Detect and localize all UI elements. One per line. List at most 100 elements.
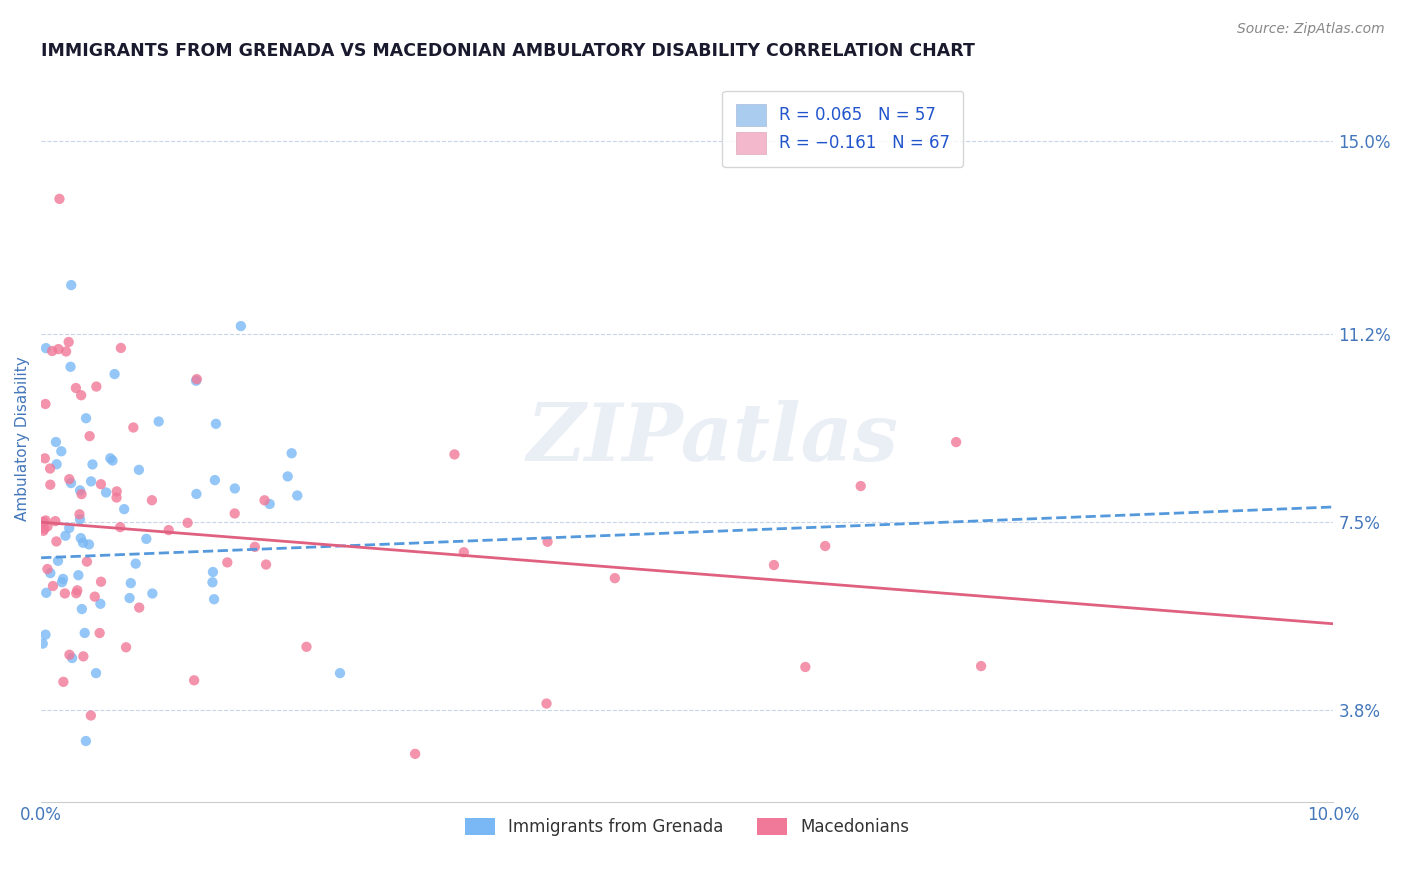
Point: [110, 341, 132, 355]
Point: [75, 411, 97, 425]
Point: [254, 558, 277, 572]
Point: [48, 342, 70, 356]
Point: [35, 341, 58, 355]
Point: [186, 487, 208, 501]
Point: [32, 522, 55, 536]
Point: [443, 447, 465, 461]
Point: [83, 590, 105, 604]
Point: [32, 524, 55, 538]
Point: [66, 583, 89, 598]
Point: [224, 482, 246, 496]
Point: [86, 379, 108, 393]
Legend: Immigrants from Grenada, Macedonians: Immigrants from Grenada, Macedonians: [457, 809, 918, 844]
Point: [69, 512, 91, 526]
Point: [80, 475, 103, 489]
Point: [37, 519, 59, 533]
Point: [201, 575, 224, 590]
Point: [41, 343, 63, 358]
Point: [183, 673, 205, 688]
Point: [285, 489, 308, 503]
Point: [60, 651, 83, 665]
Point: [205, 417, 228, 431]
Point: [55, 529, 77, 543]
Point: [120, 576, 142, 591]
Point: [202, 592, 225, 607]
Point: [128, 600, 150, 615]
Point: [69, 531, 91, 545]
Point: [259, 497, 281, 511]
Point: [31, 637, 53, 651]
Point: [135, 532, 157, 546]
Point: [118, 591, 141, 605]
Point: [51, 444, 73, 458]
Point: [184, 374, 207, 388]
Point: [69, 508, 91, 522]
Point: [79, 429, 101, 443]
Point: [110, 520, 132, 534]
Y-axis label: Ambulatory Disability: Ambulatory Disability: [15, 356, 30, 521]
Point: [35, 586, 58, 600]
Point: [72, 535, 94, 549]
Point: [59, 359, 82, 374]
Point: [105, 484, 128, 499]
Point: [75, 734, 97, 748]
Point: [849, 479, 872, 493]
Point: [65, 381, 87, 395]
Point: [32, 515, 55, 529]
Point: [103, 367, 125, 381]
Point: [59, 476, 82, 491]
Point: [67, 568, 90, 582]
Point: [89, 626, 111, 640]
Point: [90, 574, 112, 589]
Point: [53, 586, 76, 600]
Point: [89, 597, 111, 611]
Point: [72, 649, 94, 664]
Text: Source: ZipAtlas.com: Source: ZipAtlas.com: [1237, 22, 1385, 37]
Point: [46, 554, 69, 568]
Point: [536, 697, 558, 711]
Point: [82, 458, 104, 472]
Point: [277, 469, 299, 483]
Point: [52, 674, 75, 689]
Point: [39, 461, 62, 475]
Point: [970, 659, 993, 673]
Point: [90, 477, 112, 491]
Point: [404, 747, 426, 761]
Point: [280, 446, 302, 460]
Text: IMMIGRANTS FROM GRENADA VS MACEDONIAN AMBULATORY DISABILITY CORRELATION CHART: IMMIGRANTS FROM GRENADA VS MACEDONIAN AM…: [41, 42, 974, 60]
Point: [55, 344, 77, 359]
Point: [45, 534, 67, 549]
Point: [105, 491, 128, 505]
Point: [70, 388, 93, 402]
Point: [34, 513, 56, 527]
Point: [253, 493, 276, 508]
Point: [157, 523, 180, 537]
Point: [60, 278, 83, 293]
Point: [794, 660, 817, 674]
Point: [125, 557, 148, 571]
Point: [295, 640, 318, 654]
Point: [70, 602, 93, 616]
Text: ZIPatlas: ZIPatlas: [527, 400, 900, 477]
Point: [52, 572, 75, 586]
Point: [329, 666, 352, 681]
Point: [224, 507, 246, 521]
Point: [44, 514, 66, 528]
Point: [58, 334, 80, 349]
Point: [37, 562, 59, 576]
Point: [58, 648, 80, 662]
Point: [42, 579, 65, 593]
Point: [94, 485, 117, 500]
Point: [243, 540, 266, 554]
Point: [453, 545, 475, 559]
Point: [204, 473, 226, 487]
Point: [73, 626, 96, 640]
Point: [45, 435, 67, 450]
Point: [80, 708, 103, 723]
Point: [101, 453, 124, 467]
Point: [945, 435, 967, 450]
Point: [201, 565, 224, 579]
Point: [84, 666, 107, 681]
Point: [51, 575, 73, 590]
Point: [98, 451, 121, 466]
